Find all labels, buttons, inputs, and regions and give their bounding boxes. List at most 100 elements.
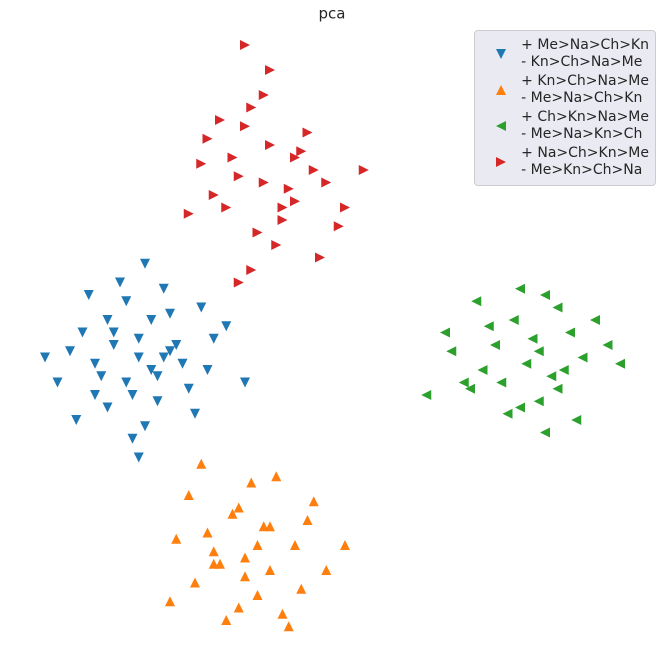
point — [258, 177, 269, 188]
point — [227, 152, 238, 163]
point — [165, 308, 175, 319]
point — [340, 202, 350, 213]
legend-item: + Me>Na>Ch>Kn - Kn>Ch>Na>Me — [481, 37, 649, 71]
point — [458, 377, 469, 388]
point — [321, 565, 332, 575]
point — [296, 146, 307, 157]
point — [302, 127, 313, 138]
point — [477, 365, 488, 375]
point — [283, 621, 294, 632]
legend-icon — [496, 121, 507, 131]
legend-label: + Ch>Kn>Na>Me - Me>Na>Kn>Ch — [521, 109, 649, 142]
point — [508, 315, 519, 325]
point — [246, 477, 257, 488]
point — [133, 452, 144, 463]
legend-icon — [496, 85, 507, 95]
point — [127, 390, 138, 400]
point — [208, 546, 219, 557]
point — [115, 277, 125, 288]
point — [577, 352, 588, 363]
point — [133, 333, 144, 344]
point — [290, 196, 300, 207]
legend-item: + Kn>Ch>Na>Me - Me>Na>Ch>Kn — [481, 73, 649, 107]
legend: + Me>Na>Ch>Kn - Kn>Ch>Na>Me + Kn>Ch>Na>Me… — [474, 30, 656, 186]
point — [333, 221, 344, 232]
point — [533, 396, 544, 407]
point — [540, 427, 550, 438]
point — [533, 346, 544, 357]
point — [165, 346, 175, 357]
point — [140, 421, 150, 432]
point — [296, 583, 307, 594]
point — [277, 215, 288, 225]
point — [133, 352, 144, 363]
point — [165, 596, 175, 607]
point — [283, 183, 294, 194]
point — [152, 371, 163, 382]
point — [233, 277, 244, 288]
point — [265, 565, 275, 575]
point — [102, 315, 113, 325]
point — [202, 365, 213, 375]
legend-marker — [496, 157, 507, 167]
point — [471, 296, 482, 307]
legend-icon — [496, 49, 507, 59]
point — [246, 265, 257, 275]
point — [127, 433, 138, 444]
point — [71, 415, 82, 425]
point — [271, 471, 282, 482]
point — [65, 346, 75, 357]
point — [227, 508, 238, 519]
point — [321, 177, 332, 188]
point — [440, 327, 450, 338]
point — [202, 133, 213, 144]
point — [265, 521, 275, 532]
point — [490, 340, 500, 350]
point — [108, 340, 119, 350]
point — [158, 352, 169, 363]
point — [208, 190, 219, 200]
point — [102, 402, 113, 413]
point — [183, 208, 194, 219]
point — [483, 321, 494, 332]
point — [196, 158, 207, 169]
point — [121, 296, 132, 307]
legend-marker — [496, 121, 507, 131]
legend-label: + Me>Na>Ch>Kn - Kn>Ch>Na>Me — [521, 37, 649, 70]
point — [221, 202, 232, 213]
chart-title: pca — [319, 5, 346, 23]
point — [96, 371, 107, 382]
point — [121, 377, 132, 388]
point — [502, 408, 513, 419]
point — [152, 396, 163, 407]
point — [190, 408, 200, 419]
point — [240, 377, 250, 388]
point — [258, 90, 269, 100]
point — [183, 490, 194, 500]
point — [146, 365, 157, 375]
legend-marker — [496, 49, 507, 59]
point — [252, 227, 263, 238]
point — [265, 65, 275, 75]
point — [271, 240, 282, 250]
point — [558, 365, 569, 375]
point — [233, 171, 244, 182]
point — [465, 383, 475, 394]
point — [602, 340, 613, 350]
point — [221, 615, 232, 625]
legend-label: + Na>Ch>Kn>Me - Me>Kn>Ch>Na — [521, 145, 649, 178]
point — [315, 252, 325, 263]
point — [565, 327, 575, 338]
point — [233, 502, 244, 513]
point — [515, 283, 525, 294]
point — [83, 290, 94, 300]
point — [90, 358, 100, 369]
point — [446, 346, 457, 357]
point — [546, 371, 557, 382]
legend-icon — [496, 157, 507, 167]
point — [615, 358, 625, 369]
point — [208, 333, 219, 344]
point — [52, 377, 63, 388]
point — [246, 102, 257, 113]
point — [571, 415, 582, 425]
